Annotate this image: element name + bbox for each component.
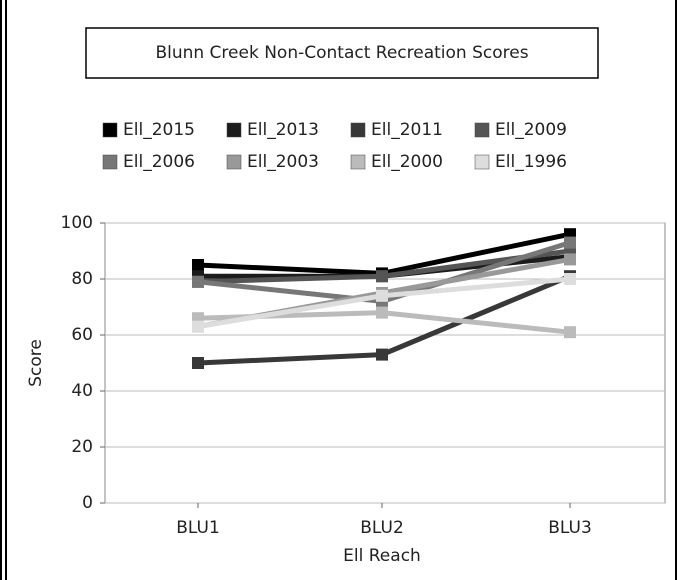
y-tick-label: 0 [82,493,93,513]
point [376,306,388,319]
point [564,273,576,285]
point [192,357,204,369]
legend-label: Ell_1996 [495,152,567,172]
point [192,275,204,288]
point [192,259,204,271]
x-tick-label: BLU2 [360,518,404,538]
chart-title: Blunn Creek Non-Contact Recreation Score… [155,43,528,63]
x-tick-label: BLU1 [176,518,220,538]
legend-swatch [474,122,490,138]
point [192,320,204,333]
legend-swatch [102,122,118,138]
legend-label: Ell_2000 [371,152,443,172]
point [564,236,576,249]
y-tick-label: 60 [71,325,93,345]
legend-label: Ell_2013 [247,120,319,140]
legend-label: Ell_2003 [247,152,319,172]
legend-label: Ell_2011 [371,120,443,140]
legend-swatch [226,122,242,138]
plot-area [104,222,666,504]
point [376,289,388,302]
title-box [85,27,599,79]
point [376,270,388,283]
x-axis-title: Ell Reach [343,546,421,566]
y-tick-label: 40 [71,381,93,401]
y-axis-title: Score [26,339,46,387]
point [376,348,388,361]
legend-swatch [350,154,366,170]
legend-swatch [102,154,118,170]
x-tick-label: BLU3 [548,518,592,538]
legend-label: Ell_2015 [123,120,195,140]
legend-label: Ell_2006 [123,152,195,172]
y-tick-label: 20 [71,437,93,457]
y-tick-label: 100 [61,213,93,233]
y-tick-label: 80 [71,269,93,289]
point [564,253,576,266]
legend-label: Ell_2009 [495,120,567,140]
legend-swatch [350,122,366,138]
legend-swatch [226,154,242,170]
point [564,326,576,339]
legend-swatch [474,154,490,170]
